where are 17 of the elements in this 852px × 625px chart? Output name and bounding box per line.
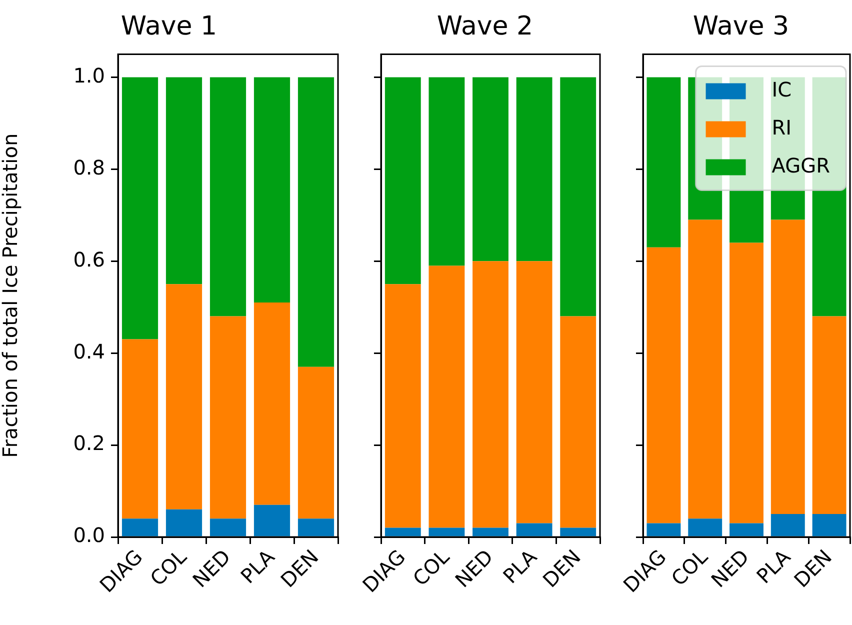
x-tick-label: COL bbox=[408, 544, 455, 591]
chart-title: Wave 2 bbox=[436, 11, 534, 42]
x-tick-label: COL bbox=[145, 544, 192, 591]
y-axis-title: Fraction of total Ice Precipitation bbox=[0, 133, 22, 458]
y-tick-label: 0.6 bbox=[73, 247, 105, 272]
x-tick-label: PLA bbox=[498, 544, 542, 588]
legend-label: RI bbox=[772, 115, 792, 140]
legend-label: AGGR bbox=[772, 153, 830, 178]
y-tick-label: 1.0 bbox=[73, 63, 105, 88]
x-tick-label: PLA bbox=[236, 544, 280, 588]
y-tick-label: 0.0 bbox=[73, 523, 105, 548]
chart-title: Wave 3 bbox=[692, 11, 790, 42]
y-tick-label: 0.2 bbox=[73, 431, 105, 456]
chart-title: Wave 1 bbox=[120, 11, 218, 42]
legend-label: IC bbox=[772, 77, 792, 102]
y-tick-label: 0.4 bbox=[73, 339, 105, 364]
y-tick-label: 0.8 bbox=[73, 155, 105, 180]
